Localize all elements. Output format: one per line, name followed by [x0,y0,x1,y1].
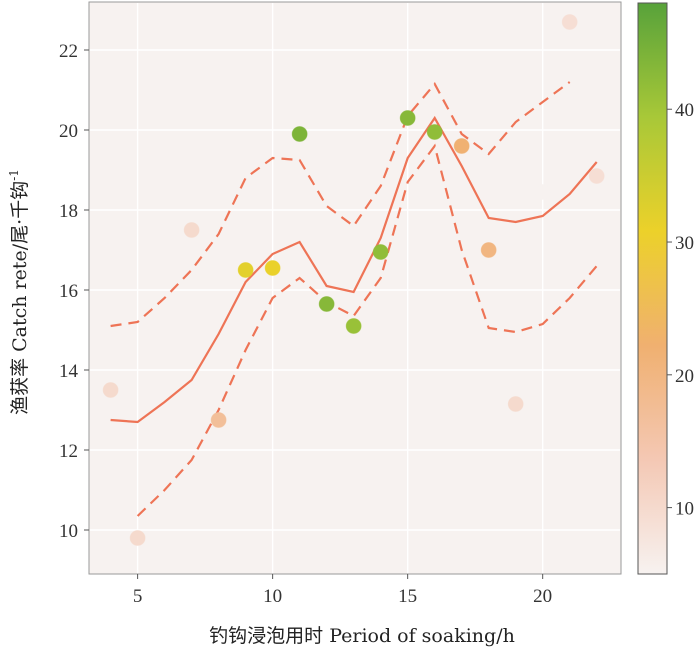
colorbar-tick-label: 20 [675,366,694,387]
colorbar-tick-label: 30 [675,233,694,254]
y-axis-title: 渔获率 Catch rete/尾·千钩-1 [7,169,31,415]
y-tick-label: 18 [59,201,78,222]
data-point [129,530,146,546]
data-point [561,14,578,30]
gridlines [90,3,620,573]
ci-lower-line [136,143,598,517]
scatter-points [102,14,605,546]
x-tick-label: 10 [263,586,282,607]
colorbar-tick-label: 40 [675,100,694,121]
data-point [588,168,605,184]
data-point [237,262,254,278]
data-point [453,138,470,154]
data-point [534,184,551,200]
data-point [399,110,416,126]
data-point [426,124,443,140]
fit-path [110,115,598,424]
ci-upper-path [110,81,571,328]
data-point [291,126,308,142]
x-axis-ticks: 5 10 15 20 [133,574,552,607]
x-tick-label: 5 [133,586,143,607]
y-axis-title-superscript: -1 [7,169,21,181]
data-point [480,242,497,258]
data-point [345,318,362,334]
ci-lower-path [136,143,598,517]
data-point [264,260,281,276]
ci-upper-line [110,81,571,328]
colorbar-tick-label: 10 [675,499,694,520]
y-tick-label: 22 [59,41,78,62]
x-tick-label: 20 [533,586,552,607]
data-point [318,296,335,312]
x-tick-label: 15 [398,586,417,607]
data-point [372,244,389,260]
colorbar-ticks: 10 20 30 40 [667,100,694,520]
y-tick-label: 14 [59,361,79,382]
fit-line [110,115,598,424]
y-tick-label: 10 [59,521,78,542]
y-tick-label: 12 [59,441,78,462]
data-point [183,222,200,238]
y-axis-ticks: 10 12 14 16 18 20 22 [59,41,89,542]
data-point [210,412,227,428]
y-axis-title-text: 渔获率 Catch rete/尾·千钩 [9,181,31,415]
colorbar [637,2,668,575]
x-axis-title: 钓钩浸泡用时 Period of soaking/h [209,625,515,647]
data-point [102,382,119,398]
y-tick-label: 20 [59,121,78,142]
data-point [507,396,524,412]
y-tick-label: 16 [59,281,78,302]
